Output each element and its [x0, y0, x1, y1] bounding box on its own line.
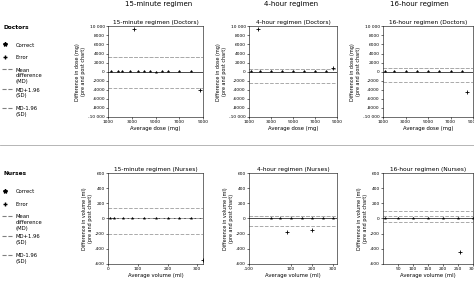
X-axis label: Average volume (ml): Average volume (ml) — [400, 273, 456, 278]
Y-axis label: Difference in dose (mg)
(pre and post chart): Difference in dose (mg) (pre and post ch… — [216, 43, 227, 100]
Title: 15-minute regimen (Doctors): 15-minute regimen (Doctors) — [113, 20, 199, 25]
Text: MD-1.96
(SD): MD-1.96 (SD) — [16, 106, 38, 117]
Point — [140, 69, 147, 74]
X-axis label: Average volume (ml): Average volume (ml) — [265, 273, 321, 278]
Point — [267, 69, 275, 74]
Point — [322, 69, 330, 74]
Point — [254, 26, 262, 31]
Point — [436, 69, 443, 74]
Point — [158, 69, 165, 74]
Point — [126, 69, 133, 74]
Y-axis label: Difference in volume (ml)
(pre and post chart): Difference in volume (ml) (pre and post … — [357, 187, 368, 250]
Y-axis label: Difference in dose (mg)
(pre and post chart): Difference in dose (mg) (pre and post ch… — [75, 43, 86, 100]
Text: Correct: Correct — [16, 189, 35, 195]
Title: 16-hour regimen (Doctors): 16-hour regimen (Doctors) — [389, 20, 467, 25]
Point — [287, 215, 295, 220]
Point — [114, 69, 121, 74]
Text: 16-hour regimen: 16-hour regimen — [390, 1, 449, 7]
Point — [308, 215, 316, 220]
Point — [267, 215, 275, 220]
Point — [130, 26, 138, 31]
Point — [382, 69, 389, 74]
Point — [175, 69, 183, 74]
Point — [283, 229, 291, 234]
Point — [329, 66, 337, 70]
Point — [394, 216, 402, 220]
Point — [439, 215, 447, 220]
Point — [277, 216, 284, 220]
Point — [289, 69, 297, 74]
Text: MD+1.96
(SD): MD+1.96 (SD) — [16, 88, 40, 98]
Text: 4-hour regimen: 4-hour regimen — [264, 1, 319, 7]
X-axis label: Average dose (mg): Average dose (mg) — [403, 126, 453, 131]
Point — [134, 69, 142, 74]
Point — [188, 215, 195, 220]
Point — [464, 90, 471, 94]
Text: Mean
difference
(MD): Mean difference (MD) — [16, 214, 42, 231]
Point — [424, 216, 432, 220]
X-axis label: Average dose (mg): Average dose (mg) — [130, 126, 181, 131]
Point — [118, 69, 126, 74]
Point — [175, 216, 183, 220]
Point — [409, 215, 417, 220]
Title: 15-minute regimen (Nurses): 15-minute regimen (Nurses) — [114, 167, 198, 172]
Point — [391, 69, 398, 74]
Point — [152, 69, 159, 74]
Point — [164, 215, 171, 220]
Text: Error: Error — [16, 202, 28, 207]
Y-axis label: Difference in dose (mg)
(pre and post chart): Difference in dose (mg) (pre and post ch… — [350, 43, 361, 100]
Point — [128, 216, 136, 220]
Point — [469, 215, 474, 220]
Point — [319, 216, 326, 220]
Text: Mean
difference
(MD): Mean difference (MD) — [16, 68, 42, 84]
Point — [298, 216, 305, 220]
Point — [106, 215, 113, 220]
Point — [402, 69, 410, 74]
Point — [456, 250, 464, 255]
Point — [107, 69, 114, 74]
Text: Error: Error — [16, 55, 28, 60]
Title: 4-hour regimen (Doctors): 4-hour regimen (Doctors) — [255, 20, 330, 25]
Point — [200, 258, 207, 262]
Y-axis label: Difference in volume (ml)
(pre and post chart): Difference in volume (ml) (pre and post … — [82, 187, 93, 250]
X-axis label: Average dose (mg): Average dose (mg) — [268, 126, 319, 131]
Text: MD+1.96
(SD): MD+1.96 (SD) — [16, 234, 40, 245]
Point — [381, 215, 388, 220]
Point — [196, 87, 203, 92]
Point — [110, 216, 118, 220]
Text: 15-minute regimen: 15-minute regimen — [125, 1, 192, 7]
Point — [146, 69, 154, 74]
Point — [458, 69, 465, 74]
Text: MD-1.96
(SD): MD-1.96 (SD) — [16, 253, 38, 264]
Point — [256, 69, 264, 74]
Point — [447, 69, 455, 74]
Point — [301, 69, 308, 74]
Point — [152, 216, 159, 220]
Title: 16-hour regimen (Nurses): 16-hour regimen (Nurses) — [390, 167, 466, 172]
Point — [311, 69, 319, 74]
Text: Doctors: Doctors — [4, 25, 29, 30]
Point — [308, 228, 316, 232]
Point — [140, 215, 147, 220]
Point — [164, 69, 171, 74]
Text: Correct: Correct — [16, 43, 35, 48]
Point — [247, 69, 255, 74]
Point — [188, 69, 195, 74]
Point — [454, 216, 462, 220]
X-axis label: Average volume (ml): Average volume (ml) — [128, 273, 183, 278]
Point — [329, 215, 337, 220]
Text: Nurses: Nurses — [4, 171, 27, 176]
Point — [119, 215, 127, 220]
Point — [278, 69, 286, 74]
Point — [424, 69, 432, 74]
Y-axis label: Difference in volume (ml)
(pre and post chart): Difference in volume (ml) (pre and post … — [223, 187, 234, 250]
Title: 4-hour regimen (Nurses): 4-hour regimen (Nurses) — [257, 167, 329, 172]
Point — [413, 69, 420, 74]
